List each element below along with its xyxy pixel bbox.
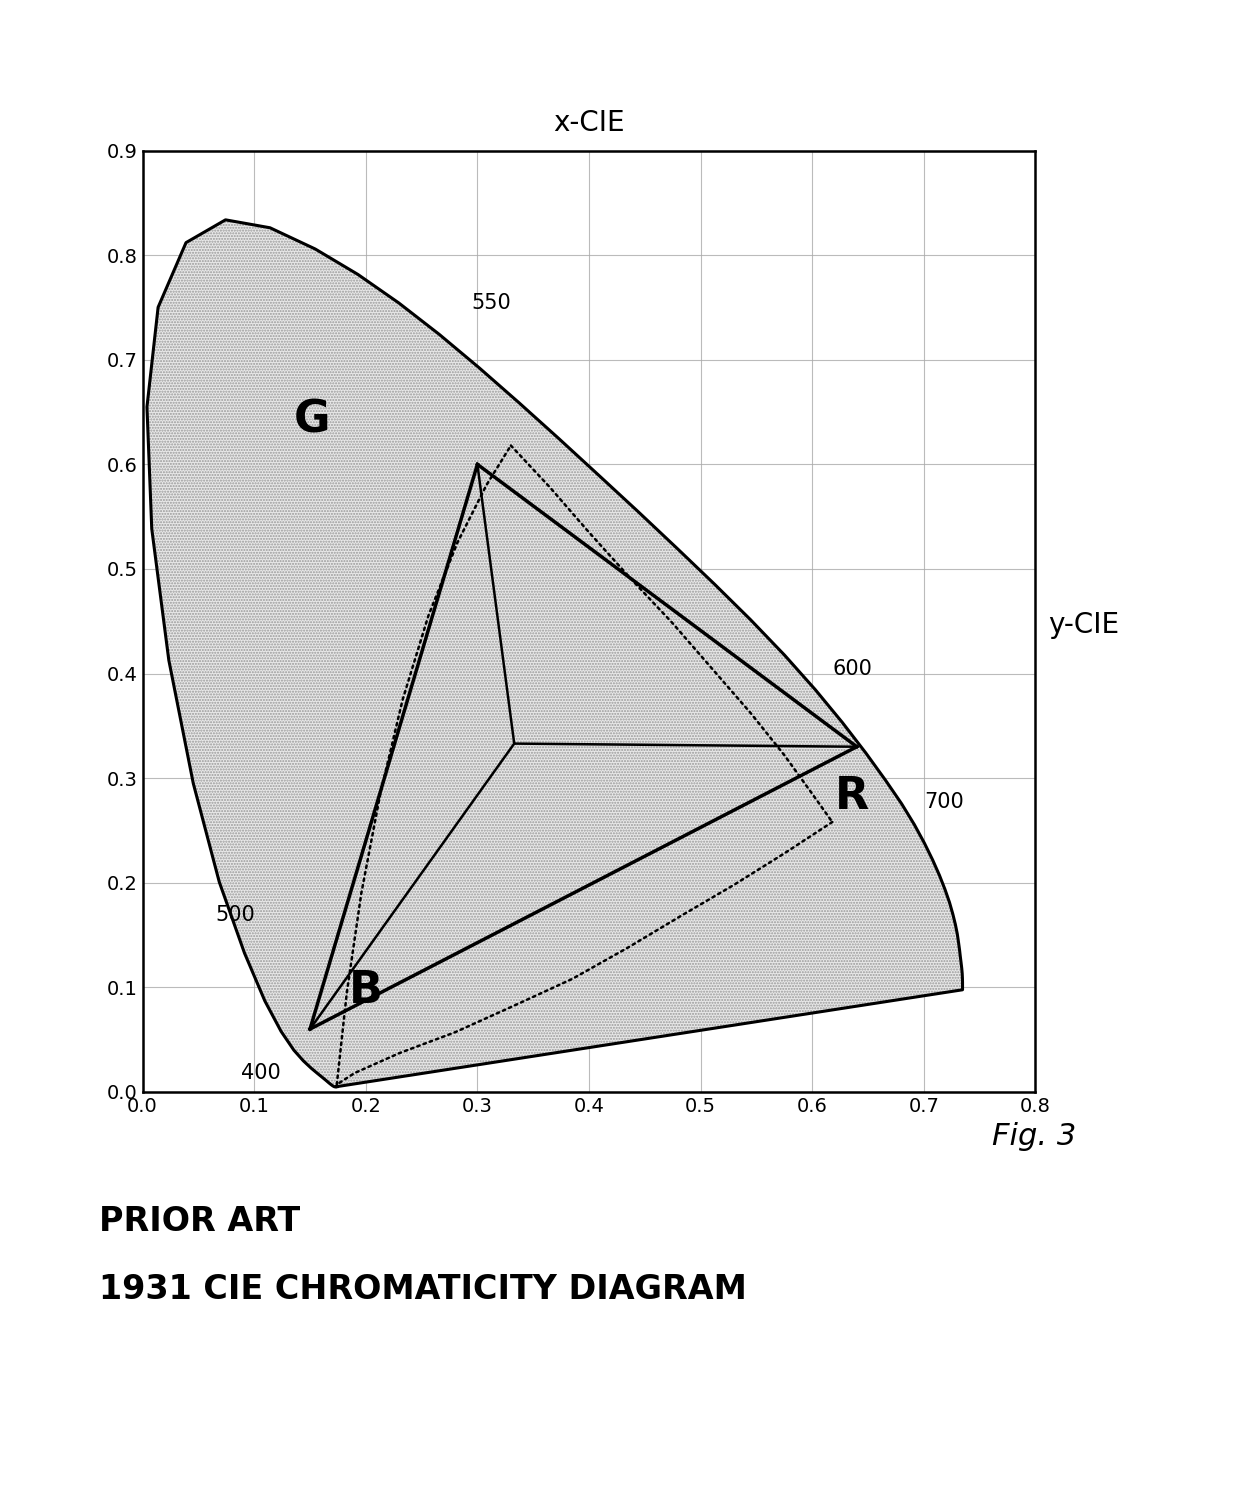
Text: 500: 500 — [216, 905, 255, 925]
Text: 1931 CIE CHROMATICITY DIAGRAM: 1931 CIE CHROMATICITY DIAGRAM — [99, 1273, 746, 1306]
Title: x-CIE: x-CIE — [553, 108, 625, 137]
Text: G: G — [293, 399, 330, 441]
Text: PRIOR ART: PRIOR ART — [99, 1205, 300, 1238]
Text: R: R — [835, 776, 869, 818]
Text: B: B — [350, 968, 383, 1012]
Text: 700: 700 — [924, 792, 963, 812]
Text: 600: 600 — [832, 658, 872, 679]
Text: 550: 550 — [471, 292, 512, 313]
Text: 400: 400 — [241, 1063, 280, 1083]
Text: Fig. 3: Fig. 3 — [992, 1122, 1076, 1151]
Text: y-CIE: y-CIE — [1048, 611, 1118, 639]
Polygon shape — [148, 220, 962, 1087]
